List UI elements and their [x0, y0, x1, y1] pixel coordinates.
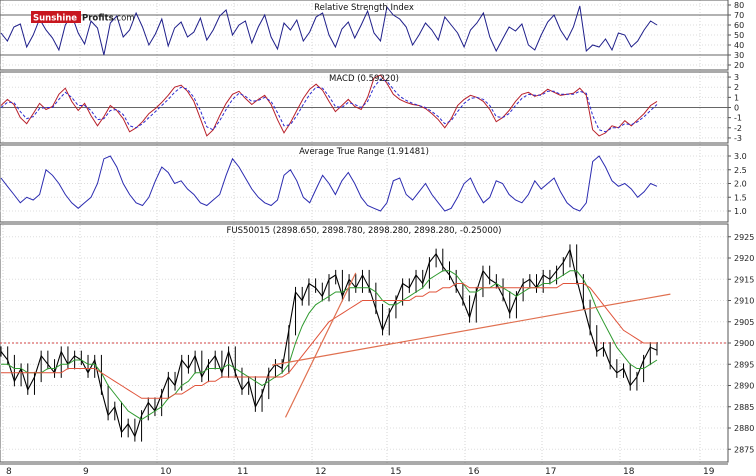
x-axis-tick-label: 18 — [623, 467, 635, 476]
x-axis-tick-label: 12 — [315, 467, 326, 476]
panel-atr: 3.0 2.5 2.0 1.5 1.0 Average True Range (1.914… — [0, 144, 747, 223]
y-axis-tick-label: 30 — [734, 51, 744, 60]
y-axis-tick-label: 40 — [734, 41, 744, 50]
macd-line — [0, 74, 658, 137]
y-axis-tick-label: 70 — [734, 11, 744, 20]
logo-suffix: Profits.com — [82, 14, 135, 24]
y-axis-tick-label: 2 — [734, 83, 739, 92]
trendline — [271, 293, 671, 366]
y-axis-tick-label: 20 — [734, 61, 744, 70]
price-wicks — [0, 244, 658, 442]
vertical-gridlines — [2, 0, 701, 464]
y-axis-tick-label: 3.0 — [734, 152, 747, 161]
y-axis-tick-label: 2920 — [734, 254, 754, 263]
y-axis-tick-label: 2885 — [734, 403, 754, 412]
x-axis-tick-label: 9 — [83, 467, 89, 476]
x-axis-tick-label: 11 — [237, 467, 248, 476]
logo-tld: .com — [114, 14, 135, 24]
x-axis-tick-label: 8 — [6, 467, 12, 476]
trendline — [284, 272, 357, 418]
y-axis-tick-label: 2.5 — [734, 166, 747, 175]
logo-suffix-text: Profits — [82, 14, 114, 24]
y-axis-tick-label: 80 — [734, 1, 744, 10]
x-axis-tick-label: 10 — [160, 467, 172, 476]
y-axis-tick-label: 2925 — [734, 233, 754, 242]
y-axis-tick-label: 1.0 — [734, 207, 747, 216]
y-axis-tick-label: 50 — [734, 31, 744, 40]
y-axis-tick-label: 2900 — [734, 339, 754, 348]
y-axis-tick-label: 3 — [734, 73, 739, 82]
x-axis-tick-label: 15 — [390, 467, 401, 476]
panel-price: 2925 2920 2915 2910 2905 2900 2895 2890 2885 2880… — [0, 223, 754, 463]
ma-short-line — [1, 270, 658, 421]
y-axis-tick-label: 2875 — [734, 445, 754, 454]
macd-signal-line — [0, 78, 658, 133]
y-axis-tick-label: 0 — [734, 104, 739, 113]
sunshine-profits-logo: Sunshine Profits.com — [31, 11, 135, 24]
x-axis-tick-label: 16 — [468, 467, 480, 476]
panel-title: Average True Range (1.91481) — [299, 147, 429, 157]
y-axis-tick-label: 2905 — [734, 318, 754, 327]
x-axis-tick-label: 17 — [545, 467, 556, 476]
panel-macd: 321 0-1-2-3 MACD (0.59220) — [0, 71, 742, 144]
logo-brand: Sunshine — [33, 14, 77, 24]
panel-title: Relative Strength Index — [314, 3, 414, 13]
y-axis-tick-label: -3 — [734, 134, 742, 143]
y-axis-tick-label: 1.5 — [734, 193, 747, 202]
y-axis-tick-label: 60 — [734, 21, 744, 30]
y-axis-tick-label: 2.0 — [734, 180, 747, 189]
panel-title: FUS50015 (2898.650, 2898.780, 2898.280, … — [227, 226, 502, 236]
x-axis-tick-label: 19 — [703, 467, 715, 476]
y-axis-tick-label: 2910 — [734, 297, 754, 306]
x-axis-ticks: 8 9 10 11 12 15 16 17 18 19 — [0, 463, 728, 476]
y-axis-tick-label: 1 — [734, 93, 739, 102]
y-axis-tick-label: 2880 — [734, 424, 754, 433]
y-axis-tick-label: 2915 — [734, 275, 754, 284]
ma-long-line — [1, 283, 657, 399]
y-axis-tick-label: 2895 — [734, 360, 754, 369]
logo-badge — [31, 11, 81, 23]
rsi-line — [0, 5, 658, 56]
panel-title: MACD (0.59220) — [329, 74, 399, 84]
y-axis-tick-label: 2890 — [734, 382, 754, 391]
atr-line — [0, 155, 658, 212]
y-axis-tick-label: -1 — [734, 114, 742, 123]
y-axis-tick-label: -2 — [734, 124, 742, 133]
